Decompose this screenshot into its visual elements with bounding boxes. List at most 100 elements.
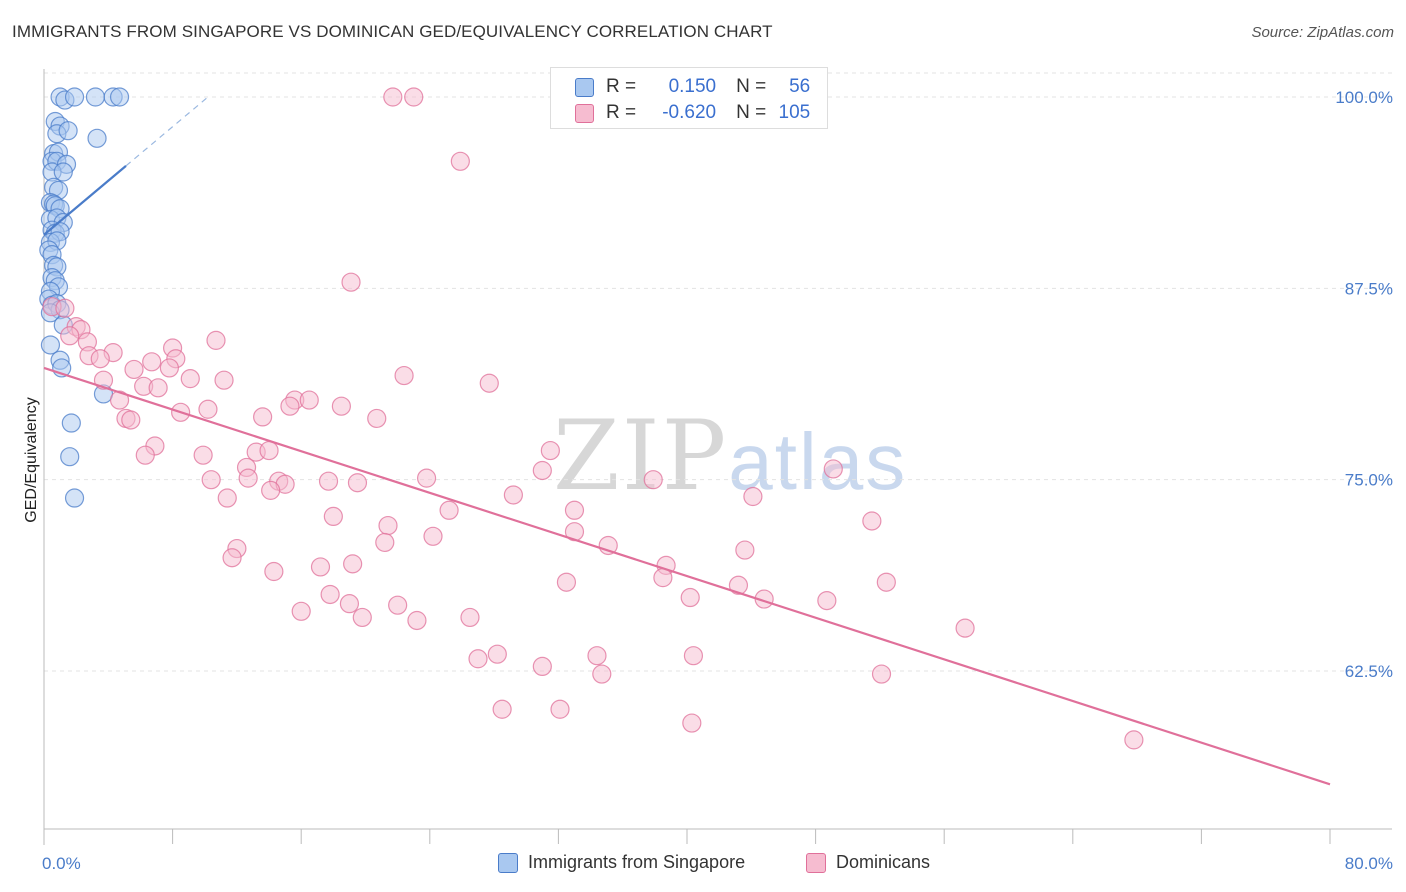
point-dominican (394, 365, 414, 386)
point-singapore (64, 87, 85, 107)
point-dominican (404, 87, 424, 107)
legend-item-singapore[interactable]: Immigrants from Singapore (498, 852, 745, 873)
legend-row-dominicans: R = -0.620 N = 105 (575, 100, 810, 126)
point-dominican (180, 369, 200, 389)
point-dominican (148, 378, 168, 398)
point-dominican (1124, 730, 1144, 750)
point-dominican (423, 526, 443, 546)
legend-label-dominicans: Dominicans (836, 852, 931, 872)
trend-lines (43, 96, 1331, 786)
n-value: 56 (789, 76, 811, 97)
point-dominican (331, 396, 351, 416)
point-dominican (323, 506, 343, 527)
trend-line-dominican (43, 366, 1331, 786)
legend-swatch-blue (575, 77, 594, 97)
point-dominican (876, 572, 896, 592)
legend-swatch-blue (498, 852, 518, 873)
point-dominican (352, 607, 372, 628)
point-dominican (416, 468, 437, 488)
point-dominican (743, 486, 763, 507)
correlation-legend: R = 0.150 N = 56 R = -0.620 N = 105 (550, 67, 828, 129)
point-dominican (728, 575, 749, 595)
series-legend: Immigrants from Singapore Dominicans (0, 852, 1406, 878)
y-tick-label: 100.0% (1335, 88, 1393, 107)
point-dominican (540, 440, 560, 461)
point-dominican (124, 359, 144, 380)
point-dominican (592, 664, 612, 684)
point-dominican (378, 515, 398, 536)
point-dominican (532, 460, 552, 481)
point-dominican (238, 468, 258, 488)
x-tick-label-max: 80.0% (1345, 854, 1393, 873)
point-dominican (343, 554, 363, 574)
point-dominican (142, 352, 162, 372)
grid-lines (44, 72, 1392, 672)
point-dominican (261, 480, 281, 500)
point-dominican (90, 349, 110, 369)
point-dominican (862, 511, 882, 531)
point-dominican (198, 399, 218, 419)
point-dominican (383, 87, 403, 107)
point-dominican (206, 330, 226, 350)
point-singapore (85, 87, 106, 107)
point-dominican (299, 390, 319, 410)
point-dominican (280, 396, 300, 416)
r-label: R = (606, 102, 637, 123)
legend-swatch-pink (575, 103, 594, 123)
point-singapore (64, 488, 85, 508)
point-dominican (339, 594, 360, 614)
r-value: -0.620 (662, 102, 717, 123)
point-dominican (532, 656, 552, 677)
point-dominican (341, 272, 361, 292)
n-value: 105 (778, 102, 811, 123)
tick-labels: 62.5% 75.0% 87.5% 100.0% 0.0% 80.0% (42, 88, 1393, 873)
legend-label-singapore: Immigrants from Singapore (528, 852, 746, 872)
watermark: ZIPatlas (553, 400, 907, 512)
point-dominican (60, 326, 80, 346)
point-dominican (683, 646, 704, 666)
point-dominican (347, 473, 368, 493)
point-dominican (682, 713, 702, 733)
point-dominican (264, 561, 284, 582)
point-dominican (735, 540, 755, 560)
point-dominican (193, 445, 213, 465)
point-singapore (61, 413, 81, 433)
point-dominican (503, 485, 523, 505)
point-dominican (564, 500, 585, 520)
x-tick-label-min: 0.0% (42, 854, 81, 873)
point-singapore (58, 121, 78, 141)
legend-row-singapore: R = 0.150 N = 56 (575, 74, 810, 100)
data-points (39, 87, 1144, 750)
n-label: N = (736, 102, 767, 123)
point-dominican (439, 500, 459, 520)
point-dominican (955, 618, 975, 638)
y-tick-label: 87.5% (1345, 279, 1393, 298)
trend-line-singapore (43, 165, 127, 236)
point-dominican (556, 572, 577, 592)
point-dominican (159, 358, 179, 378)
point-dominican (587, 646, 607, 666)
point-dominican (479, 373, 499, 393)
point-singapore (60, 447, 80, 467)
axes (43, 69, 1392, 845)
point-dominican (375, 532, 395, 553)
watermark-zip: ZIP (553, 400, 729, 512)
point-dominican (450, 151, 470, 171)
point-dominican (259, 440, 279, 461)
point-dominican (310, 557, 331, 577)
y-axis-label: GED/Equivalency (23, 397, 40, 522)
point-dominican (817, 590, 837, 611)
point-dominican (487, 644, 507, 664)
point-dominican (214, 370, 234, 390)
point-dominican (217, 488, 237, 508)
legend-item-dominicans[interactable]: Dominicans (806, 852, 930, 873)
point-dominican (407, 610, 427, 631)
point-dominican (320, 584, 340, 605)
point-dominican (201, 470, 221, 490)
point-dominican (55, 298, 75, 318)
point-dominican (871, 664, 892, 684)
point-dominican (109, 390, 130, 410)
point-dominican (388, 595, 408, 615)
point-singapore (87, 128, 107, 148)
